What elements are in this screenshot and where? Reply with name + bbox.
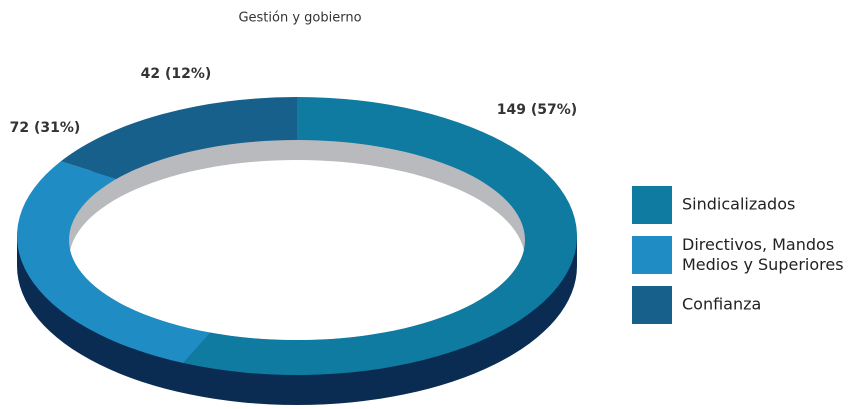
legend-swatch xyxy=(632,286,672,324)
legend-label: Confianza xyxy=(682,295,761,314)
data-label: 42 (12%) xyxy=(141,66,212,82)
legend-swatch xyxy=(632,236,672,274)
donut-hole xyxy=(69,160,525,340)
data-label: 72 (31%) xyxy=(10,120,81,136)
legend-label: Sindicalizados xyxy=(682,195,795,214)
legend-label: Directivos, Mandos Medios y Superiores xyxy=(682,235,844,274)
legend-swatch xyxy=(632,186,672,224)
chart-title: Gestión y gobierno xyxy=(238,11,361,26)
data-label: 149 (57%) xyxy=(497,102,577,118)
